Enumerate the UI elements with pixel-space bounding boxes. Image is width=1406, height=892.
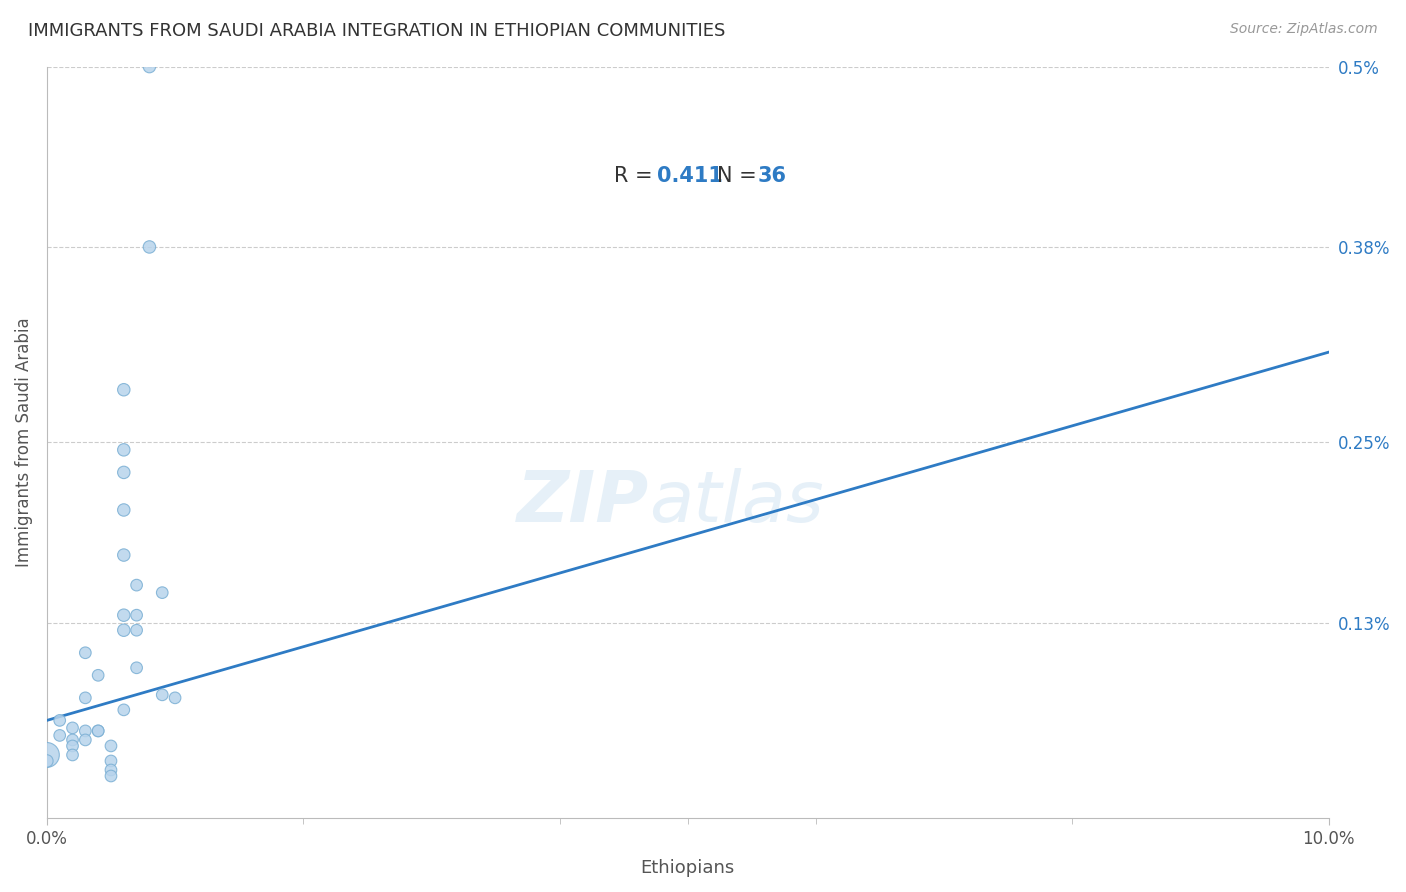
Point [87,668,110,682]
Point [150,688,173,702]
Text: N =: N = [717,166,763,186]
Point [75,733,97,747]
X-axis label: Ethiopians: Ethiopians [641,859,735,877]
Point [62,733,84,747]
Text: 0.411: 0.411 [657,166,723,186]
Point [125,661,148,675]
Point [112,383,135,397]
Point [62,721,84,735]
Point [35,754,58,768]
Point [125,624,148,638]
Point [48,714,70,728]
Point [138,240,160,254]
Point [75,690,97,705]
Point [87,723,110,738]
Point [100,763,122,777]
Point [112,503,135,517]
Text: IMMIGRANTS FROM SAUDI ARABIA INTEGRATION IN ETHIOPIAN COMMUNITIES: IMMIGRANTS FROM SAUDI ARABIA INTEGRATION… [28,22,725,40]
Point [112,624,135,638]
Text: R =: R = [614,166,659,186]
Point [35,747,58,762]
Point [112,466,135,480]
Point [150,585,173,599]
Point [112,548,135,562]
Point [112,608,135,623]
Text: ZIP: ZIP [517,468,650,537]
Point [62,739,84,753]
Text: atlas: atlas [650,468,824,537]
Point [100,739,122,753]
Point [138,60,160,74]
Point [112,703,135,717]
Point [87,723,110,738]
Point [112,442,135,457]
Point [125,578,148,592]
Text: 36: 36 [758,166,786,186]
Point [100,754,122,768]
Point [125,608,148,623]
FancyBboxPatch shape [578,149,842,202]
Point [75,646,97,660]
Point [75,723,97,738]
Point [48,728,70,742]
Point [100,769,122,783]
Point [62,747,84,762]
Point [165,690,187,705]
Y-axis label: Immigrants from Saudi Arabia: Immigrants from Saudi Arabia [15,318,32,567]
Text: Source: ZipAtlas.com: Source: ZipAtlas.com [1230,22,1378,37]
